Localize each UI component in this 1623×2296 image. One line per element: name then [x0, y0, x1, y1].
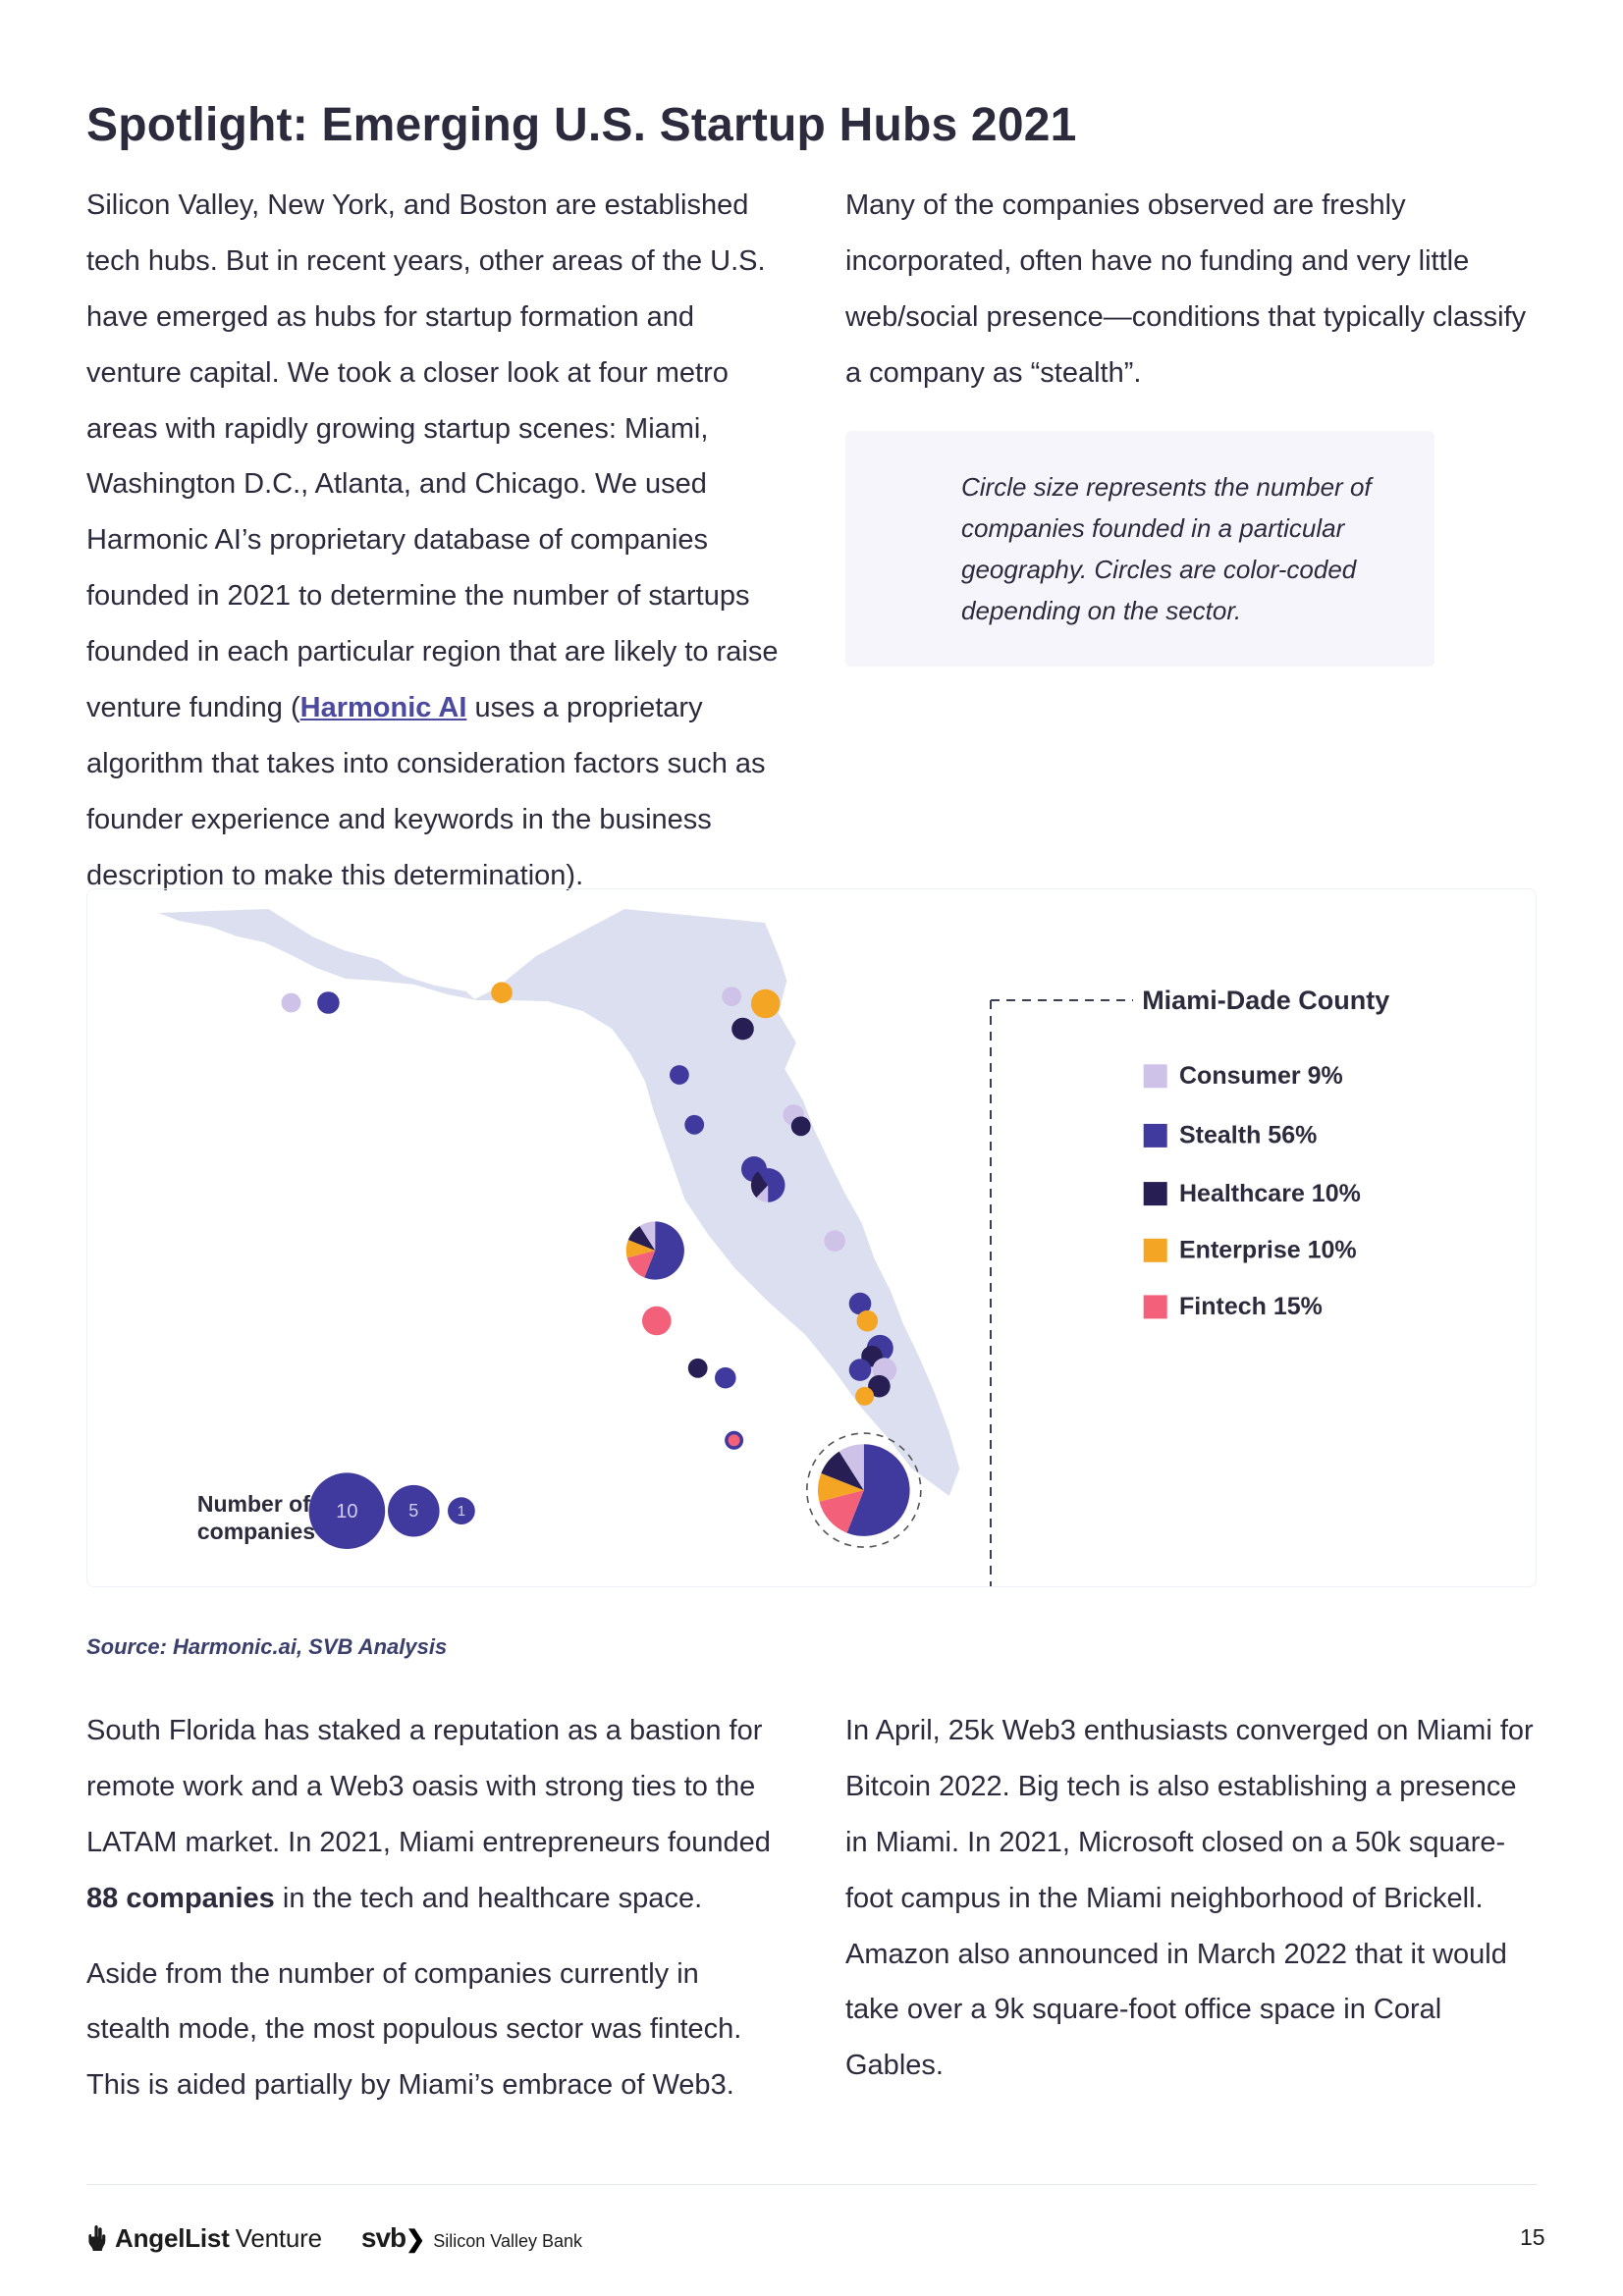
- svg-text:Enterprise 10%: Enterprise 10%: [1179, 1237, 1357, 1264]
- svg-text:Fintech 15%: Fintech 15%: [1179, 1293, 1323, 1320]
- svg-text:Miami-Dade County: Miami-Dade County: [1142, 986, 1389, 1015]
- svg-text:1: 1: [458, 1503, 465, 1520]
- svg-text:5: 5: [408, 1501, 418, 1521]
- svg-text:companies: companies: [197, 1519, 315, 1544]
- svg-text:Stealth 56%: Stealth 56%: [1179, 1122, 1317, 1149]
- svg-text:Number of: Number of: [197, 1491, 310, 1517]
- svg-text:10: 10: [336, 1501, 357, 1522]
- svg-text:Healthcare 10%: Healthcare 10%: [1179, 1180, 1361, 1207]
- svg-text:Consumer 9%: Consumer 9%: [1179, 1062, 1343, 1090]
